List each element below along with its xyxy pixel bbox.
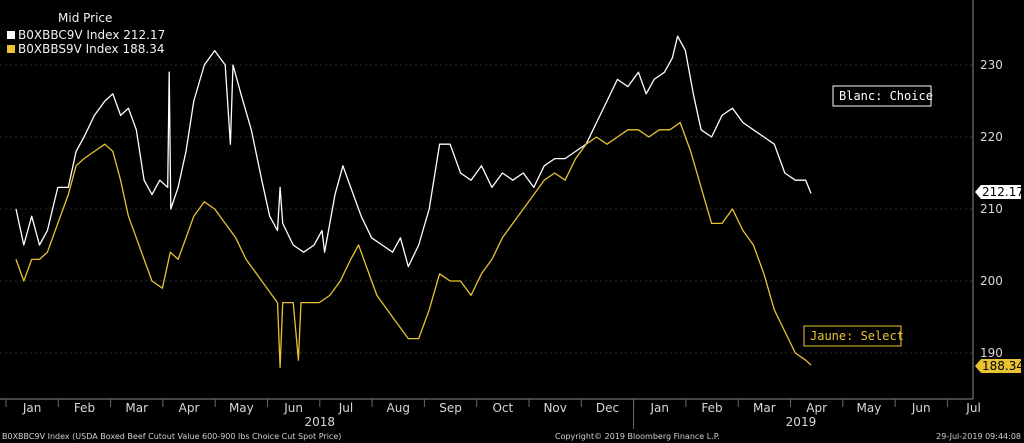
x-tick-label: May	[857, 401, 882, 415]
x-tick-label: Jun	[911, 401, 931, 415]
legend-swatch-white	[7, 31, 15, 39]
legend-entry-select: B0XBBS9V Index 188.34	[18, 42, 164, 56]
series-layer	[15, 35, 812, 369]
x-tick-label: Feb	[74, 401, 95, 415]
x-tick-label: Apr	[179, 401, 200, 415]
last-value-tag-select: 188.34	[975, 359, 1024, 373]
last-value-tag-choice-bg	[975, 185, 1021, 199]
x-tick-label: Oct	[492, 401, 513, 415]
y-tick-label: 220	[980, 130, 1003, 144]
last-value-tag-select-bg	[975, 359, 1021, 373]
x-tick-label: Jan	[22, 401, 42, 415]
annotation-choice-box	[832, 85, 932, 107]
x-tick-label: Jun	[283, 401, 303, 415]
x-tick-label: Aug	[387, 401, 410, 415]
legend-bg	[3, 8, 163, 62]
y-axis-labels: 190 200 210 220 230	[980, 58, 1003, 360]
legend-swatch-yellow	[7, 45, 15, 53]
x-tick-label: Jul	[965, 401, 980, 415]
footer-source: B0XBBC9V Index (USDA Boxed Beef Cutout V…	[2, 432, 341, 441]
x-tick-label: May	[229, 401, 254, 415]
x-tick-label: Jul	[338, 401, 353, 415]
annotation-choice: Blanc: Choice	[832, 85, 933, 107]
last-value-choice: 212.17	[982, 185, 1024, 199]
footer-copyright: Copyright© 2019 Bloomberg Finance L.P.	[555, 432, 720, 441]
last-value-tag-choice: 212.17	[975, 185, 1024, 199]
x-tick-label: Jan	[650, 401, 670, 415]
x-tick-label: Nov	[543, 401, 566, 415]
series-line-choice	[15, 35, 812, 268]
last-value-select: 188.34	[982, 359, 1024, 373]
x-tick-label: Dec	[596, 401, 619, 415]
y-tick-label: 210	[980, 202, 1003, 216]
legend: Mid Price B0XBBC9V Index 212.17 B0XBBS9V…	[3, 8, 165, 62]
x-tick-label: Apr	[806, 401, 827, 415]
legend-title: Mid Price	[58, 11, 112, 25]
x-year-label: 2019	[786, 415, 817, 429]
x-axis-labels: Jan Feb Mar Apr May Jun Jul Aug Sep Oct Nov Dec Jan F…	[5, 399, 981, 429]
x-tick-label: Sep	[439, 401, 462, 415]
x-tick-label: Feb	[701, 401, 722, 415]
legend-entry-choice: B0XBBC9V Index 212.17	[18, 28, 165, 42]
y-tick-label: 200	[980, 274, 1003, 288]
annotation-choice-label: Blanc: Choice	[839, 89, 933, 103]
x-tick-label: Mar	[125, 401, 148, 415]
x-tick-label: Mar	[753, 401, 776, 415]
grid	[0, 0, 974, 400]
annotation-select-box	[803, 325, 902, 347]
series-line-select	[15, 121, 812, 369]
annotation-select-label: Jaune: Select	[810, 329, 904, 343]
footer-timestamp: 29-Jul-2019 09:44:08	[936, 432, 1021, 441]
y-tick-label: 190	[980, 346, 1003, 360]
x-year-label: 2018	[305, 415, 336, 429]
y-tick-label: 230	[980, 58, 1003, 72]
annotation-select: Jaune: Select	[803, 325, 904, 347]
